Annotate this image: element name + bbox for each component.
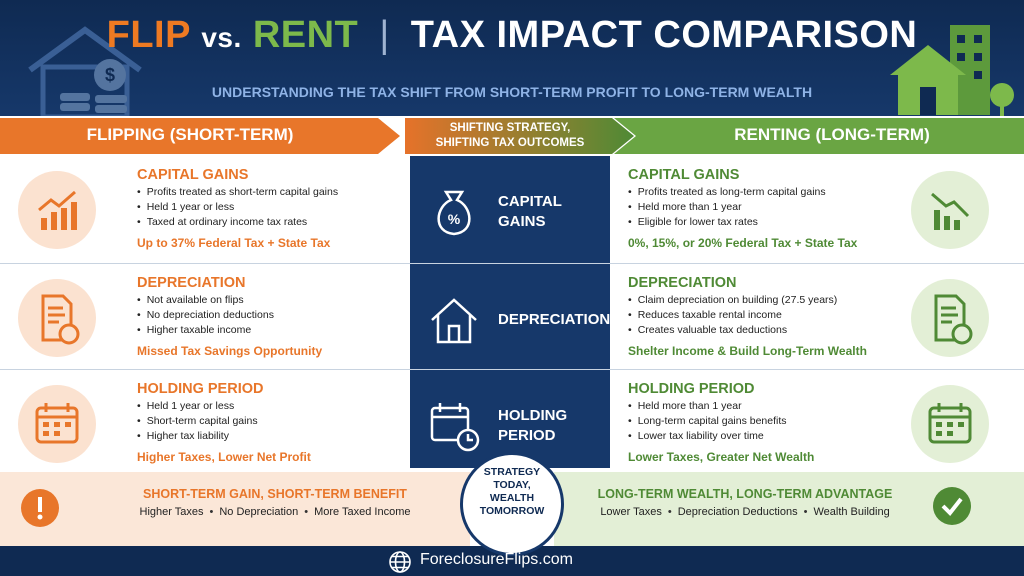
center-icon [430,403,480,452]
bullet: Creates valuable tax deductions [628,323,837,338]
bullet: Reduces taxable rental income [628,308,837,323]
bullet: Profits treated as long-term capital gai… [628,185,826,200]
bullet: Claim depreciation on building (27.5 yea… [628,293,838,308]
footer-item: Lower Taxes [600,506,662,518]
footer-item: Wealth Building [798,506,890,518]
footer-left-bg [0,472,470,546]
footer-right-title: LONG-TERM WEALTH, LONG-TERM ADVANTAGE [597,487,893,501]
footer-left-title: SHORT-TERM GAIN, SHORT-TERM BENEFIT [143,487,407,501]
row-icon [911,385,989,463]
footer-item: Depreciation Deductions [662,506,798,518]
text-line: TODAY, [493,479,531,491]
right-highlight: Shelter Income & Build Long-Term Wealth [628,344,867,358]
right-section-title: CAPITAL GAINS [628,167,740,183]
left-column-header: FLIPPING (SHORT-TERM) [86,125,294,144]
left-bullets: Held 1 year or lessShort-term capital ga… [137,399,258,444]
bullet: Long-term capital gains benefits [628,414,787,429]
bullet: Eligible for lower tax rates [628,215,826,230]
text-line: DEPRECIATION [498,311,611,328]
bullet: Held more than 1 year [628,399,787,414]
badge-text: STRATEGY TODAY, WEALTH TOMORROW [460,466,564,518]
center-icon [431,298,477,344]
right-highlight: Lower Taxes, Greater Net Wealth [628,450,815,464]
right-highlight: 0%, 15%, or 20% Federal Tax + State Tax [628,236,858,250]
column-headers [0,116,1024,156]
center-label: CAPITAL GAINS [498,192,562,232]
title-vs: vs. [201,22,242,53]
bullet: Held more than 1 year [628,200,826,215]
left-bullets: Profits treated as short-term capital ga… [137,185,338,230]
center-label: DEPRECIATION [498,310,610,330]
bullet: Higher taxable income [137,323,274,338]
footer-left-items: Higher TaxesNo DepreciationMore Taxed In… [70,506,480,518]
right-bullets: Claim depreciation on building (27.5 yea… [628,293,838,338]
center-column-header: SHIFTING STRATEGY, SHIFTING TAX OUTCOMES [410,121,610,151]
footer-item: No Depreciation [204,506,299,518]
bullet: Short-term capital gains [137,414,258,429]
row-divider [0,263,1024,264]
text-line: WEALTH [489,492,535,504]
header-bg [0,0,1024,116]
house-building-icon [890,25,1014,117]
text-line: TOMORROW [479,505,545,517]
bullet: Held 1 year or less [137,399,258,414]
right-bullets: Held more than 1 yearLong-term capital g… [628,399,787,444]
footer-right-items: Lower TaxesDepreciation DeductionsWealth… [560,506,930,518]
bullet: No depreciation deductions [137,308,274,323]
title: FLIP vs. RENT | TAX IMPACT COMPARISON [106,14,918,56]
svg-text:$: $ [105,65,115,85]
text-line: SHIFTING TAX OUTCOMES [435,137,585,149]
left-highlight: Missed Tax Savings Opportunity [137,344,323,358]
title-rest: TAX IMPACT COMPARISON [410,14,918,56]
text-line: GAINS [498,213,546,230]
bullet: Profits treated as short-term capital ga… [137,185,338,200]
text-line: PERIOD [498,427,556,444]
row-divider [0,369,1024,370]
footer-item: More Taxed Income [298,506,410,518]
left-highlight: Higher Taxes, Lower Net Profit [137,450,311,464]
title-rent: RENT [252,14,359,56]
text-line: SHIFTING STRATEGY, [449,122,571,134]
row-icon [18,171,96,249]
right-column-header: RENTING (LONG-TERM) [734,125,930,144]
left-highlight: Up to 37% Federal Tax + State Tax [137,236,331,250]
badge [460,452,564,556]
text-line: STRATEGY [483,466,541,478]
row-icon [18,385,96,463]
bullet: Not available on flips [137,293,274,308]
text-line: HOLDING [498,407,568,424]
bullet: Lower tax liability over time [628,429,787,444]
right-bullets: Profits treated as long-term capital gai… [628,185,826,230]
globe-icon [389,551,411,573]
svg-text:%: % [448,211,461,227]
left-section-title: CAPITAL GAINS [137,167,249,183]
text-line: CAPITAL [498,193,562,210]
left-section-title: DEPRECIATION [137,275,246,291]
row-icon [911,171,989,249]
bullet: Taxed at ordinary income tax rates [137,215,338,230]
right-section-title: HOLDING PERIOD [628,381,755,397]
bullet: Higher tax liability [137,429,258,444]
right-section-title: DEPRECIATION [628,275,737,291]
subtitle: UNDERSTANDING THE TAX SHIFT FROM SHORT-T… [211,84,813,100]
check-icon [933,487,971,525]
footer-item: Higher Taxes [139,506,204,518]
row-icon [911,279,989,357]
site-url: ForeclosureFlips.com [420,551,573,568]
left-section-title: HOLDING PERIOD [137,381,264,397]
row-icon [18,279,96,357]
center-icon: % [437,190,471,236]
left-bullets: Not available on flipsNo depreciation de… [137,293,274,338]
bullet: Held 1 year or less [137,200,338,215]
title-flip: FLIP [106,14,191,56]
center-label: HOLDING PERIOD [498,406,567,446]
warning-icon [21,489,59,527]
